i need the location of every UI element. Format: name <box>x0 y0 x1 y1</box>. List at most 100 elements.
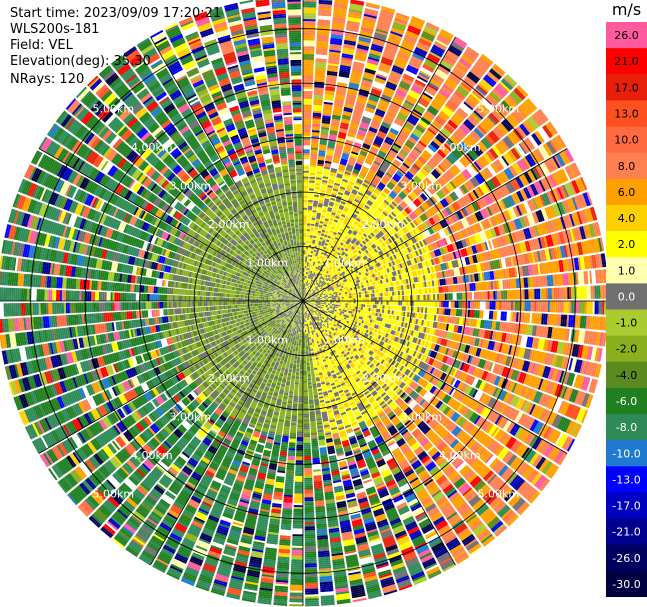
velocity-gate <box>304 275 306 278</box>
velocity-gate <box>346 24 360 29</box>
velocity-gate <box>326 212 331 216</box>
velocity-gate <box>334 103 344 107</box>
velocity-gate <box>324 162 332 166</box>
velocity-gate <box>331 120 340 124</box>
velocity-gate <box>307 276 310 279</box>
velocity-gate <box>315 218 320 221</box>
velocity-gate <box>315 222 319 225</box>
velocity-gate <box>310 155 318 158</box>
velocity-gate <box>344 37 357 42</box>
velocity-gate <box>303 297 305 300</box>
velocity-gate <box>503 301 506 311</box>
velocity-gate <box>305 275 307 278</box>
velocity-gate <box>320 298 323 299</box>
velocity-gate <box>364 294 368 298</box>
velocity-gate <box>304 269 306 272</box>
velocity-gate <box>321 229 326 233</box>
velocity-gate <box>402 301 405 306</box>
velocity-gate <box>313 95 323 98</box>
velocity-gate <box>339 66 351 71</box>
velocity-gate <box>344 105 354 109</box>
velocity-gate <box>303 108 312 111</box>
velocity-gate <box>382 305 385 309</box>
velocity-gate <box>398 295 401 301</box>
velocity-gate <box>303 285 305 288</box>
velocity-gate <box>340 62 352 67</box>
velocity-gate <box>316 46 328 50</box>
velocity-gate <box>363 294 366 298</box>
velocity-gate <box>343 43 356 48</box>
velocity-gate <box>313 93 324 96</box>
velocity-gate <box>311 132 320 135</box>
velocity-gate <box>318 242 322 246</box>
velocity-gate <box>317 157 325 161</box>
velocity-gate <box>303 157 310 160</box>
velocity-gate <box>307 211 312 214</box>
velocity-gate <box>303 172 309 175</box>
velocity-gate <box>405 306 408 312</box>
velocity-gate <box>477 291 480 300</box>
velocity-gate <box>378 292 381 297</box>
velocity-gate <box>307 213 312 216</box>
velocity-gate <box>315 58 327 61</box>
velocity-gate <box>303 281 305 284</box>
velocity-gate <box>413 295 416 301</box>
velocity-gate <box>303 19 316 22</box>
velocity-gate <box>600 285 603 299</box>
velocity-gate <box>477 301 480 309</box>
velocity-gate <box>315 181 321 184</box>
velocity-gate <box>356 46 369 51</box>
velocity-gate <box>431 301 434 307</box>
velocity-gate <box>322 209 327 213</box>
velocity-gate <box>406 295 408 301</box>
velocity-gate <box>303 116 312 119</box>
velocity-gate <box>322 178 328 181</box>
velocity-gate <box>489 291 492 300</box>
velocity-gate <box>337 297 340 299</box>
velocity-gate <box>308 194 314 197</box>
velocity-gate <box>316 171 323 175</box>
velocity-gate <box>335 93 346 98</box>
velocity-gate <box>352 67 364 72</box>
velocity-gate <box>307 209 312 212</box>
velocity-gate <box>303 131 311 134</box>
velocity-gate <box>437 301 440 308</box>
velocity-gate <box>307 260 310 263</box>
velocity-gate <box>312 253 316 256</box>
velocity-gate <box>303 32 316 35</box>
velocity-gate <box>303 57 314 60</box>
velocity-gate <box>322 117 331 121</box>
velocity-gate <box>430 307 434 314</box>
velocity-gate <box>303 77 314 80</box>
velocity-gate <box>415 295 418 301</box>
velocity-gate <box>341 298 344 301</box>
velocity-gate <box>417 301 420 307</box>
velocity-gate <box>305 254 308 257</box>
velocity-gate <box>530 289 533 300</box>
velocity-gate <box>311 269 313 272</box>
velocity-gate <box>319 195 325 199</box>
velocity-gate <box>303 141 311 144</box>
velocity-gate <box>590 285 593 299</box>
velocity-gate <box>324 220 329 224</box>
velocity-gate <box>327 207 333 211</box>
velocity-gate <box>363 15 377 21</box>
velocity-gate <box>326 149 334 153</box>
velocity-gate <box>358 36 372 42</box>
velocity-gate <box>307 278 309 281</box>
velocity-gate <box>317 19 331 23</box>
velocity-gate <box>596 285 599 299</box>
velocity-gate <box>303 209 308 212</box>
velocity-gate <box>359 34 372 40</box>
velocity-gate <box>365 301 368 304</box>
velocity-gate <box>361 23 375 28</box>
velocity-gate <box>306 270 308 273</box>
velocity-gate <box>588 301 591 314</box>
velocity-gate <box>336 87 347 92</box>
velocity-gate <box>308 198 313 201</box>
velocity-gate <box>322 227 326 231</box>
velocity-gate <box>336 299 338 301</box>
velocity-gate <box>303 139 311 142</box>
velocity-gate <box>388 291 391 296</box>
velocity-gate <box>307 217 312 220</box>
